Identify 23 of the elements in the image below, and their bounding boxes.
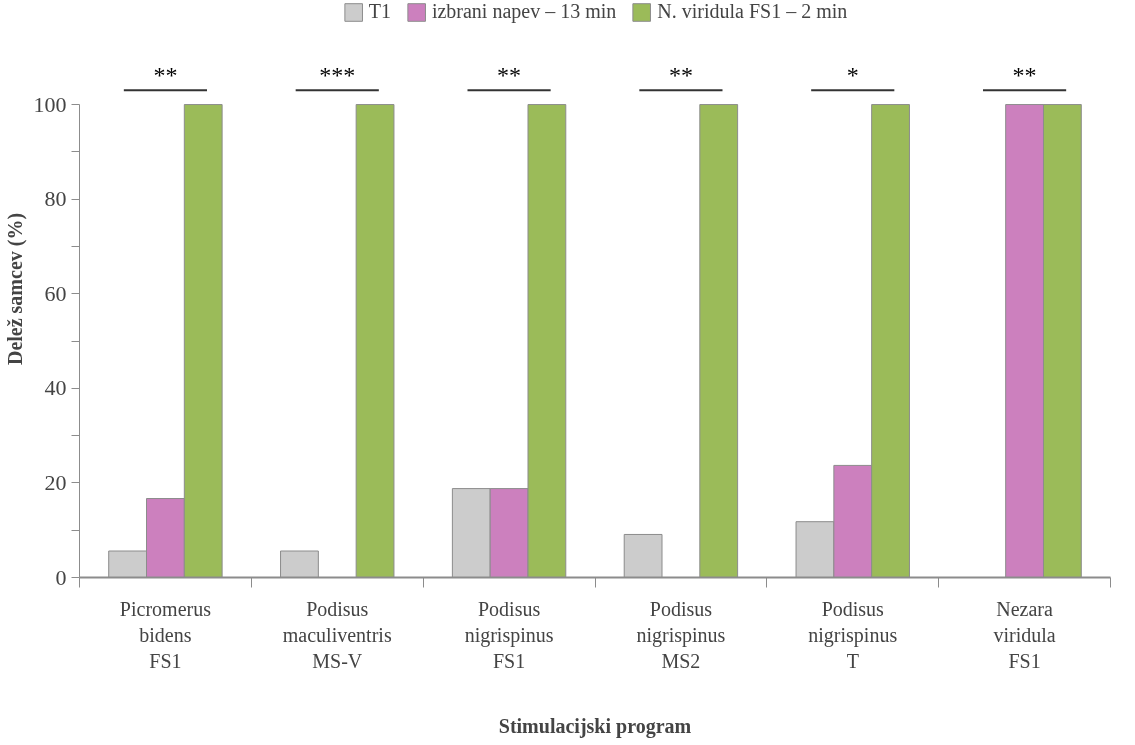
x-tick-label: Nezara viridula FS1	[993, 597, 1056, 673]
y-tick-label: 0	[55, 564, 67, 590]
y-tick-label: 100	[33, 91, 67, 117]
x-tick-label: Podisus nigrispinus T	[808, 597, 898, 673]
text: ***	[319, 62, 356, 89]
y-axis-title: Delež samcev (%)	[3, 212, 27, 366]
x-tick-label: Podisus maculiventris MS-V	[282, 597, 392, 673]
legend-label: T1	[368, 0, 391, 23]
y-tick-label: 20	[44, 469, 67, 495]
text: **	[1012, 62, 1037, 89]
x-tick-label: Podisus nigrispinus MS2	[636, 597, 726, 673]
legend-label: izbrani napev – 13 min	[431, 0, 617, 23]
text: **	[668, 62, 693, 89]
x-tick-label: Picromerus bidens FS1	[119, 597, 212, 673]
y-tick-label: 80	[44, 186, 67, 212]
y-tick-label: 60	[44, 280, 67, 306]
text: **	[497, 62, 522, 89]
y-tick-label: 40	[44, 375, 67, 401]
x-axis-title: Stimulacijski program	[498, 715, 692, 739]
text: **	[153, 62, 178, 89]
x-tick-label: Podisus nigrispinus FS1	[464, 597, 554, 673]
text: *	[846, 62, 859, 89]
legend-label: N. viridula FS1 – 2 min	[657, 0, 848, 23]
